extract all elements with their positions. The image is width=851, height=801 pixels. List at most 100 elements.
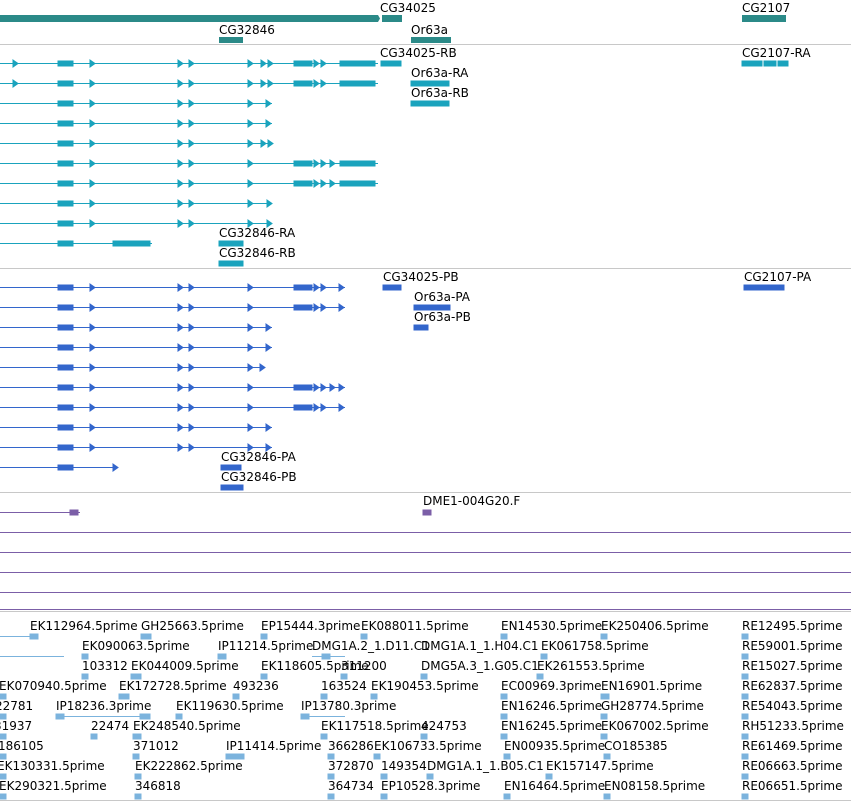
protein-row[interactable] — [0, 343, 272, 352]
est-label[interactable]: RE62837.5prime — [742, 679, 843, 693]
est-label[interactable]: EP10528.3prime — [381, 779, 480, 793]
est-label[interactable]: EK118605.5prime — [261, 659, 369, 673]
protein-label-or63a-pb[interactable]: Or63a-PB — [414, 310, 471, 324]
est-label[interactable]: 424753 — [421, 719, 467, 733]
est-label[interactable]: IP18236.3prime — [56, 699, 151, 713]
protein-row[interactable] — [0, 283, 345, 292]
est-label[interactable]: EK222862.5prime — [135, 759, 243, 773]
est-label[interactable]: EK112964.5prime — [30, 619, 138, 633]
protein-row[interactable] — [0, 323, 272, 332]
est-label[interactable]: 364734 — [328, 779, 374, 793]
gene-feature-cg34025[interactable] — [382, 15, 402, 22]
est-label[interactable]: DMG1A.1_1.H04.C1 — [421, 639, 539, 653]
transcript-label-or63a-rb[interactable]: Or63a-RB — [411, 86, 469, 100]
gene-label-cg34025[interactable]: CG34025 — [380, 1, 436, 15]
est-label[interactable]: GH28774.5prime — [601, 699, 704, 713]
transcript-row[interactable] — [0, 79, 378, 88]
transcript-row[interactable] — [0, 59, 378, 68]
gene-feature-or63a[interactable] — [411, 37, 451, 43]
gene-label-cg2107[interactable]: CG2107 — [742, 1, 790, 15]
est-label[interactable]: EK119630.5prime — [176, 699, 284, 713]
est-label[interactable]: EK106733.5prime — [374, 739, 482, 753]
transcript-row[interactable] — [0, 199, 273, 208]
est-label[interactable]: EN00935.5prime — [504, 739, 605, 753]
est-label[interactable]: EN16901.5prime — [601, 679, 702, 693]
gene-label-cg32846[interactable]: CG32846 — [219, 23, 275, 37]
est-label[interactable]: 346818 — [135, 779, 181, 793]
est-label[interactable]: EC00969.3prime — [501, 679, 602, 693]
est-label[interactable]: 366286 — [328, 739, 374, 753]
protein-feature-cg32846-pb[interactable] — [220, 484, 244, 491]
protein-feature-or63a-pa[interactable] — [413, 304, 451, 311]
est-label[interactable]: DMG5A.3_1.G05.C1 — [421, 659, 539, 673]
transcript-feature-or63a-rb[interactable] — [410, 100, 450, 107]
gene-feature-cg32846[interactable] — [219, 37, 243, 43]
protein-feature-cg34025-pb[interactable] — [382, 284, 402, 291]
est-label[interactable]: RE61469.5prime — [742, 739, 843, 753]
transcript-label-cg32846-ra[interactable]: CG32846-RA — [219, 226, 296, 240]
est-label[interactable]: EN16246.5prime — [501, 699, 602, 713]
est-label[interactable]: EP15444.3prime — [261, 619, 360, 633]
protein-row[interactable] — [0, 463, 119, 472]
est-label[interactable]: EK090063.5prime — [82, 639, 190, 653]
est-label[interactable]: IP11214.5prime — [218, 639, 313, 653]
est-label[interactable]: 31937 — [0, 719, 32, 733]
est-label[interactable]: EK157147.5prime — [546, 759, 654, 773]
est-label[interactable]: EK290321.5prime — [0, 779, 107, 793]
transcript-feature-cg32846-rb[interactable] — [218, 260, 244, 267]
transcript-row[interactable] — [0, 179, 378, 188]
protein-row[interactable] — [0, 383, 345, 392]
est-label[interactable]: EN16245.5prime — [501, 719, 602, 733]
transcript-label-cg32846-rb[interactable]: CG32846-RB — [219, 246, 296, 260]
est-label[interactable]: EK070940.5prime — [0, 679, 107, 693]
est-label[interactable]: 22474 — [91, 719, 129, 733]
transcript-row[interactable] — [0, 240, 152, 247]
protein-row[interactable] — [0, 363, 266, 372]
gene-feature-cg2107[interactable] — [742, 15, 786, 22]
transcript-row[interactable] — [0, 99, 272, 108]
est-label[interactable]: RE06651.5prime — [742, 779, 843, 793]
est-label[interactable]: EK061758.5prime — [541, 639, 649, 653]
est-label[interactable]: CO185385 — [604, 739, 668, 753]
est-label[interactable]: DMG1A.2_1.D11.C1 — [312, 639, 430, 653]
protein-label-or63a-pa[interactable]: Or63a-PA — [414, 290, 471, 304]
protein-row[interactable] — [0, 303, 345, 312]
est-label[interactable]: 372870 — [328, 759, 374, 773]
est-label[interactable]: IP13780.3prime — [301, 699, 396, 713]
est-label[interactable]: EK250406.5prime — [601, 619, 709, 633]
est-label[interactable]: IP11414.5prime — [226, 739, 321, 753]
est-label[interactable]: 22781 — [0, 699, 33, 713]
transcript-feature-cg32846-ra[interactable] — [218, 240, 244, 247]
est-label[interactable]: 311200 — [341, 659, 387, 673]
est-label[interactable]: DMG1A.1_1.B05.C1 — [427, 759, 544, 773]
protein-label-cg34025-pb[interactable]: CG34025-PB — [383, 270, 459, 284]
clone-label[interactable]: DME1-004G20.F — [423, 494, 520, 508]
clone-feature[interactable] — [422, 509, 432, 516]
est-label[interactable]: EK261553.5prime — [537, 659, 645, 673]
est-label[interactable]: EK067002.5prime — [601, 719, 709, 733]
gene-feature-cg34025-left[interactable] — [0, 15, 378, 22]
transcript-row[interactable] — [380, 60, 789, 67]
protein-row[interactable] — [0, 403, 345, 412]
est-label[interactable]: EN16464.5prime — [504, 779, 605, 793]
est-label[interactable]: 493236 — [233, 679, 279, 693]
protein-feature-cg32846-pa[interactable] — [220, 464, 242, 471]
est-label[interactable]: 371012 — [133, 739, 179, 753]
protein-feature-cg2107-pa[interactable] — [743, 284, 785, 291]
est-label[interactable]: RH51233.5prime — [742, 719, 844, 733]
est-label[interactable]: 163524 — [321, 679, 367, 693]
est-label[interactable]: EN14530.5prime — [501, 619, 602, 633]
protein-feature-or63a-pb[interactable] — [413, 324, 429, 331]
est-label[interactable]: EK044009.5prime — [131, 659, 239, 673]
transcript-label-or63a-ra[interactable]: Or63a-RA — [411, 66, 469, 80]
est-label[interactable]: RE59001.5prime — [742, 639, 843, 653]
est-label[interactable]: GH25663.5prime — [141, 619, 244, 633]
est-label[interactable]: 186105 — [0, 739, 44, 753]
transcript-row[interactable] — [0, 219, 273, 228]
protein-row[interactable] — [0, 423, 272, 432]
est-label[interactable]: EK190453.5prime — [371, 679, 479, 693]
est-label[interactable]: RE54043.5prime — [742, 699, 843, 713]
est-label[interactable]: EN08158.5prime — [604, 779, 705, 793]
est-label[interactable]: RE06663.5prime — [742, 759, 843, 773]
transcript-row[interactable] — [0, 119, 272, 128]
